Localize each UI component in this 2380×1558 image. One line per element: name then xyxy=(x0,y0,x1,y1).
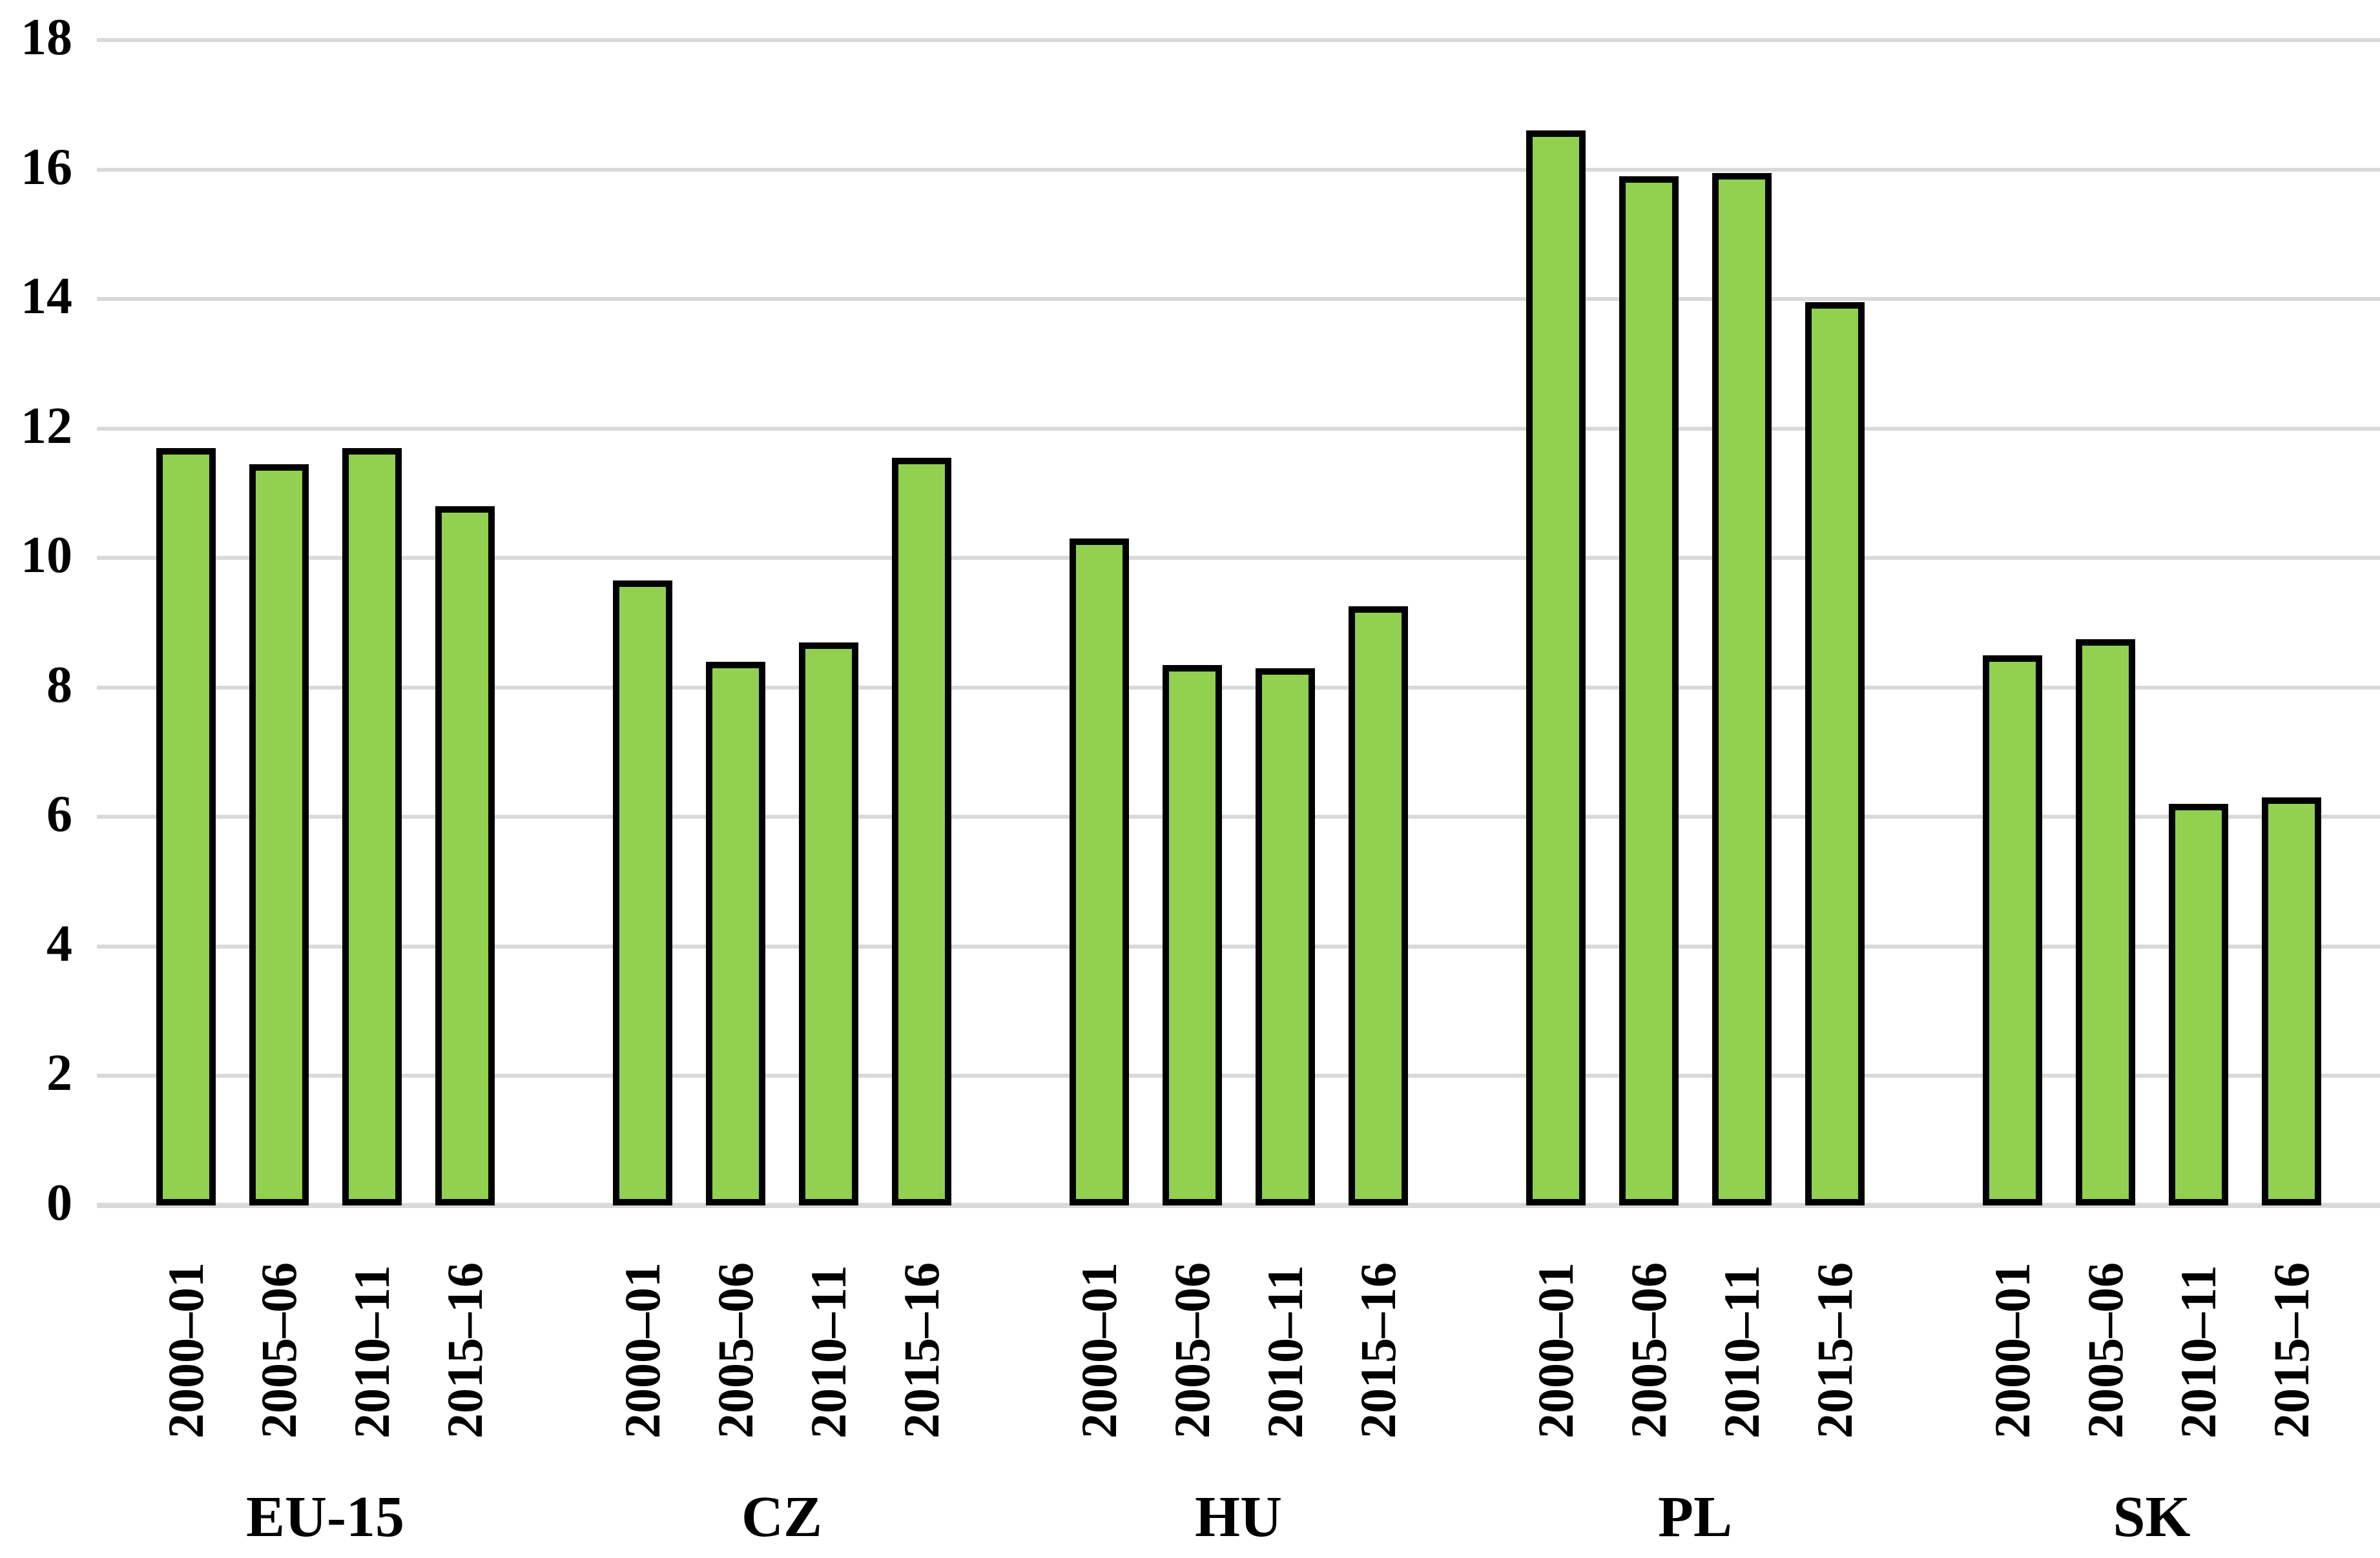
bar-HU-2000–01 xyxy=(1069,538,1129,1205)
bar-CZ-2005–06 xyxy=(705,661,765,1205)
x-axis-tick-label: 2010–11 xyxy=(1256,1265,1313,1439)
x-axis-tick-label: 2015–16 xyxy=(1349,1262,1406,1439)
y-axis-tick-label: 8 xyxy=(47,656,72,713)
y-axis-tick-label: 0 xyxy=(47,1174,72,1231)
bar-EU-15-2015–16 xyxy=(435,506,495,1205)
bar-HU-2005–06 xyxy=(1162,664,1222,1205)
group-label-HU: HU xyxy=(1195,1485,1282,1549)
x-axis-tick-label: 2000–01 xyxy=(1983,1262,2040,1439)
y-axis-tick-label: 2 xyxy=(47,1045,72,1102)
gridline xyxy=(97,167,2380,172)
x-axis-tick-label: 2015–16 xyxy=(893,1262,949,1439)
x-axis-tick-label: 2000–01 xyxy=(157,1262,214,1439)
y-axis-tick-label: 12 xyxy=(21,397,72,455)
y-axis-tick-label: 4 xyxy=(47,915,72,972)
x-axis-tick-label: 2005–06 xyxy=(250,1262,307,1439)
x-axis-line xyxy=(97,1203,2380,1208)
y-axis-tick-label: 6 xyxy=(47,786,72,843)
bar-EU-15-2010–11 xyxy=(342,447,402,1205)
bar-PL-2005–06 xyxy=(1619,176,1679,1205)
bar-CZ-2015–16 xyxy=(891,457,951,1205)
bar-PL-2000–01 xyxy=(1526,130,1586,1205)
x-axis-tick-label: 2005–06 xyxy=(1620,1262,1677,1439)
bar-PL-2010–11 xyxy=(1712,172,1772,1205)
group-label-EU-15: EU-15 xyxy=(246,1485,404,1549)
y-axis-tick-label: 10 xyxy=(21,527,72,584)
bar-CZ-2010–11 xyxy=(798,642,858,1205)
gridline xyxy=(97,556,2380,560)
x-axis-tick-label: 2000–01 xyxy=(1070,1262,1127,1439)
x-axis-tick-label: 2010–11 xyxy=(343,1265,400,1439)
bar-HU-2015–16 xyxy=(1348,606,1408,1205)
x-axis-tick-label: 2005–06 xyxy=(707,1262,763,1439)
bar-SK-2005–06 xyxy=(2075,639,2135,1205)
y-axis-tick-label: 18 xyxy=(21,9,72,66)
gridline xyxy=(97,38,2380,42)
bar-EU-15-2000–01 xyxy=(156,447,216,1205)
x-axis-tick-label: 2010–11 xyxy=(2169,1265,2226,1439)
x-axis-tick-label: 2000–01 xyxy=(1527,1262,1584,1439)
group-label-CZ: CZ xyxy=(741,1485,823,1549)
y-axis-tick-label: 14 xyxy=(21,268,72,325)
x-axis-tick-label: 2015–16 xyxy=(2262,1262,2319,1439)
y-axis-tick-label: 16 xyxy=(21,138,72,196)
x-axis-tick-label: 2015–16 xyxy=(1806,1262,1863,1439)
group-label-PL: PL xyxy=(1657,1485,1732,1549)
group-label-SK: SK xyxy=(2113,1485,2191,1549)
gridline xyxy=(97,1074,2380,1078)
bar-PL-2015–16 xyxy=(1805,302,1865,1205)
bar-SK-2015–16 xyxy=(2261,797,2321,1205)
bar-CZ-2000–01 xyxy=(612,580,672,1205)
gridline xyxy=(97,815,2380,819)
x-axis-tick-label: 2015–16 xyxy=(436,1262,493,1439)
x-axis-tick-label: 2000–01 xyxy=(614,1262,670,1439)
bar-SK-2000–01 xyxy=(1982,655,2042,1205)
gridline xyxy=(97,297,2380,302)
bar-SK-2010–11 xyxy=(2168,804,2228,1205)
bar-EU-15-2005–06 xyxy=(249,464,309,1205)
bar-HU-2010–11 xyxy=(1255,668,1315,1205)
gridline xyxy=(97,944,2380,948)
gridline xyxy=(97,426,2380,431)
gridline xyxy=(97,685,2380,690)
x-axis-tick-label: 2010–11 xyxy=(1713,1265,1770,1439)
x-axis-tick-label: 2010–11 xyxy=(800,1265,856,1439)
x-axis-tick-label: 2005–06 xyxy=(2076,1262,2133,1439)
x-axis-tick-label: 2005–06 xyxy=(1163,1262,1220,1439)
